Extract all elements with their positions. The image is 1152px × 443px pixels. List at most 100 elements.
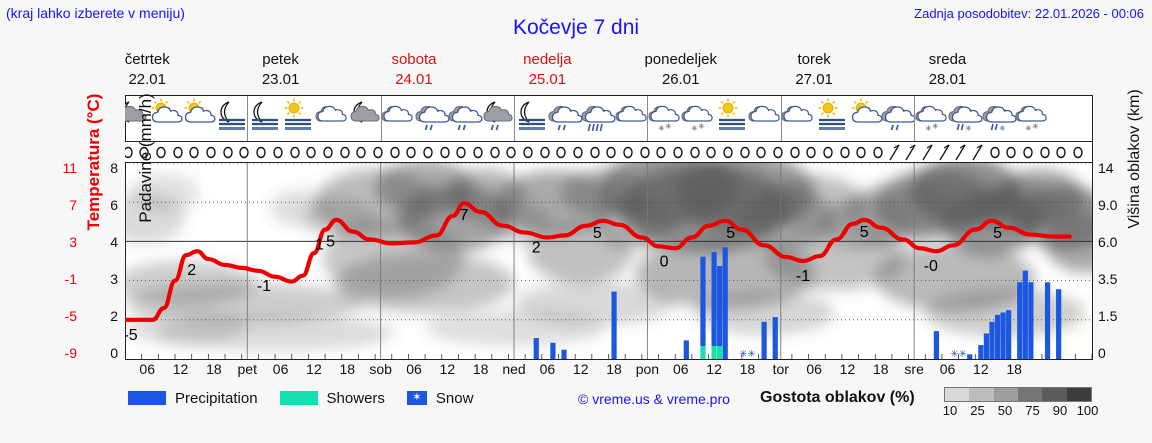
- copyright-link[interactable]: © vreme.us & vreme.pro: [578, 391, 730, 407]
- wind-calm-icon: [134, 142, 154, 162]
- wind-calm-icon: [418, 142, 438, 162]
- weather-icon-cloud: [780, 96, 816, 141]
- day-date: 28.01: [928, 71, 967, 88]
- weather-icon-cloud: [314, 96, 350, 141]
- day-header-sreda: sreda 28.01: [888, 50, 1008, 90]
- weather-icon-cloud-snow: ✳ ✳: [914, 96, 950, 141]
- weather-icon-moon-cloud-drizzle: [480, 96, 516, 141]
- cloud-density-scale: [944, 387, 1092, 402]
- hour-label: 18: [739, 361, 756, 377]
- density-step: [1017, 388, 1043, 401]
- legend-label-precipitation: Precipitation: [175, 389, 258, 407]
- wind-calm-icon: [851, 142, 871, 162]
- wind-calm-icon: [125, 142, 138, 162]
- wind-calm-icon: [151, 142, 171, 162]
- hour-label: 18: [472, 361, 489, 377]
- wind-calm-icon: [768, 142, 788, 162]
- hour-label: 12: [706, 361, 722, 377]
- legend-item-snow: ✶ Snow: [406, 390, 473, 407]
- hour-label: 06: [672, 361, 689, 377]
- weather-icon-cloud-drizzle: [547, 96, 583, 141]
- svg-text:5: 5: [726, 225, 735, 242]
- weather-icon-strip: ✳ ✳ ✳ ✳ ✳ ✳ ✳ ✳ ✳ ✳: [125, 96, 1092, 142]
- wind-calm-icon: [568, 142, 588, 162]
- cloud-height-tick-label: 1.5: [1098, 308, 1118, 324]
- legend-label-showers: Showers: [326, 389, 385, 407]
- hour-label: ned: [502, 361, 526, 377]
- temp-tick-label: -5: [64, 308, 77, 324]
- day-separator: [514, 96, 516, 141]
- precip-tick-label: 2: [110, 308, 118, 324]
- cloud-height-tick-label: 6.0: [1098, 234, 1118, 250]
- day-header-ponedeljek: ponedeljek 26.01: [621, 50, 741, 90]
- day-separator: [780, 96, 782, 141]
- wind-calm-icon: [1001, 142, 1021, 162]
- hour-label: 06: [139, 361, 155, 377]
- wind-calm-icon: [1051, 142, 1071, 162]
- weather-icon-cloud: [614, 96, 650, 141]
- showers-swatch: [279, 391, 318, 405]
- hour-label: 06: [406, 361, 422, 377]
- wind-calm-icon: [168, 142, 188, 162]
- hour-label: 18: [1006, 361, 1022, 377]
- weather-icon-moon-cloud: [347, 96, 383, 141]
- weather-icon-cloud-snow: ✳ ✳: [647, 96, 683, 141]
- hour-label: 12: [172, 361, 189, 377]
- density-step: [1066, 388, 1091, 401]
- wind-calm-icon: [385, 142, 405, 162]
- last-update-label: Zadnja posodobitev: 22.01.2026 - 00:06: [914, 6, 1144, 21]
- wind-calm-icon: [201, 142, 221, 162]
- day-date: 25.01: [528, 71, 567, 88]
- day-separator: [247, 96, 249, 141]
- wind-calm-icon: [1018, 142, 1038, 162]
- wind-calm-icon: [801, 142, 821, 162]
- precip-tick-label: 3: [110, 271, 118, 287]
- wind-calm-icon: [718, 142, 738, 162]
- wind-calm-icon: [1068, 142, 1088, 162]
- svg-text:7: 7: [460, 207, 469, 224]
- density-level-label: 100: [1076, 403, 1099, 418]
- svg-text:1: 1: [315, 237, 324, 254]
- svg-text:✳: ✳: [999, 124, 1006, 133]
- day-name: nedelja: [523, 51, 572, 68]
- wind-calm-icon: [1035, 142, 1055, 162]
- day-name: sobota: [391, 51, 437, 68]
- wind-calm-icon: [268, 142, 288, 162]
- hour-label: 06: [539, 361, 556, 377]
- cloud-density-title: Gostota oblakov (%): [760, 389, 915, 406]
- day-header-nedelja: nedelja 25.01: [487, 50, 607, 90]
- hour-label: pon: [635, 361, 660, 377]
- svg-text:5: 5: [593, 225, 602, 242]
- wind-calm-icon: [835, 142, 855, 162]
- weather-icon-cloud-snow: ✳ ✳: [1014, 96, 1050, 141]
- wind-calm-icon: [468, 142, 488, 162]
- day-name: sreda: [928, 51, 967, 68]
- weather-icon-cloud-drizzle: [880, 96, 917, 141]
- svg-text:✳✳: ✳✳: [739, 349, 756, 359]
- hour-label: 18: [206, 361, 222, 377]
- snow-swatch: ✶: [406, 391, 427, 405]
- hour-axis-labels: 06 12 18 pet 06 12 18 sob 06 12 18 ned 06 12 18 pon 06 12…: [125, 361, 1093, 381]
- day-name: torek: [797, 51, 831, 68]
- wind-calm-icon: [218, 142, 238, 162]
- hour-label: pet: [237, 361, 257, 377]
- day-date: 22.01: [128, 71, 166, 88]
- temp-tick-label: 11: [62, 160, 77, 176]
- day-header-petek: petek 23.01: [221, 50, 341, 90]
- wind-calm-icon: [518, 142, 538, 162]
- svg-text:-0: -0: [924, 258, 938, 275]
- day-date: 27.01: [795, 71, 833, 88]
- svg-text:✳: ✳: [965, 124, 972, 133]
- day-header-torek: torek 27.01: [754, 50, 874, 90]
- wind-calm-icon: [701, 142, 721, 162]
- density-level-label: 90: [1052, 403, 1068, 418]
- wind-calm-icon: [651, 142, 671, 162]
- temp-tick-label: -1: [64, 271, 77, 287]
- density-step: [1042, 388, 1067, 401]
- temp-tick-label: 3: [69, 234, 77, 250]
- wind-calm-icon: [368, 142, 388, 162]
- hour-label: sob: [369, 361, 392, 377]
- location-menu-note[interactable]: (kraj lahko izberete v meniju): [6, 5, 185, 21]
- wind-calm-icon: [301, 142, 321, 162]
- hour-label: 18: [873, 361, 889, 377]
